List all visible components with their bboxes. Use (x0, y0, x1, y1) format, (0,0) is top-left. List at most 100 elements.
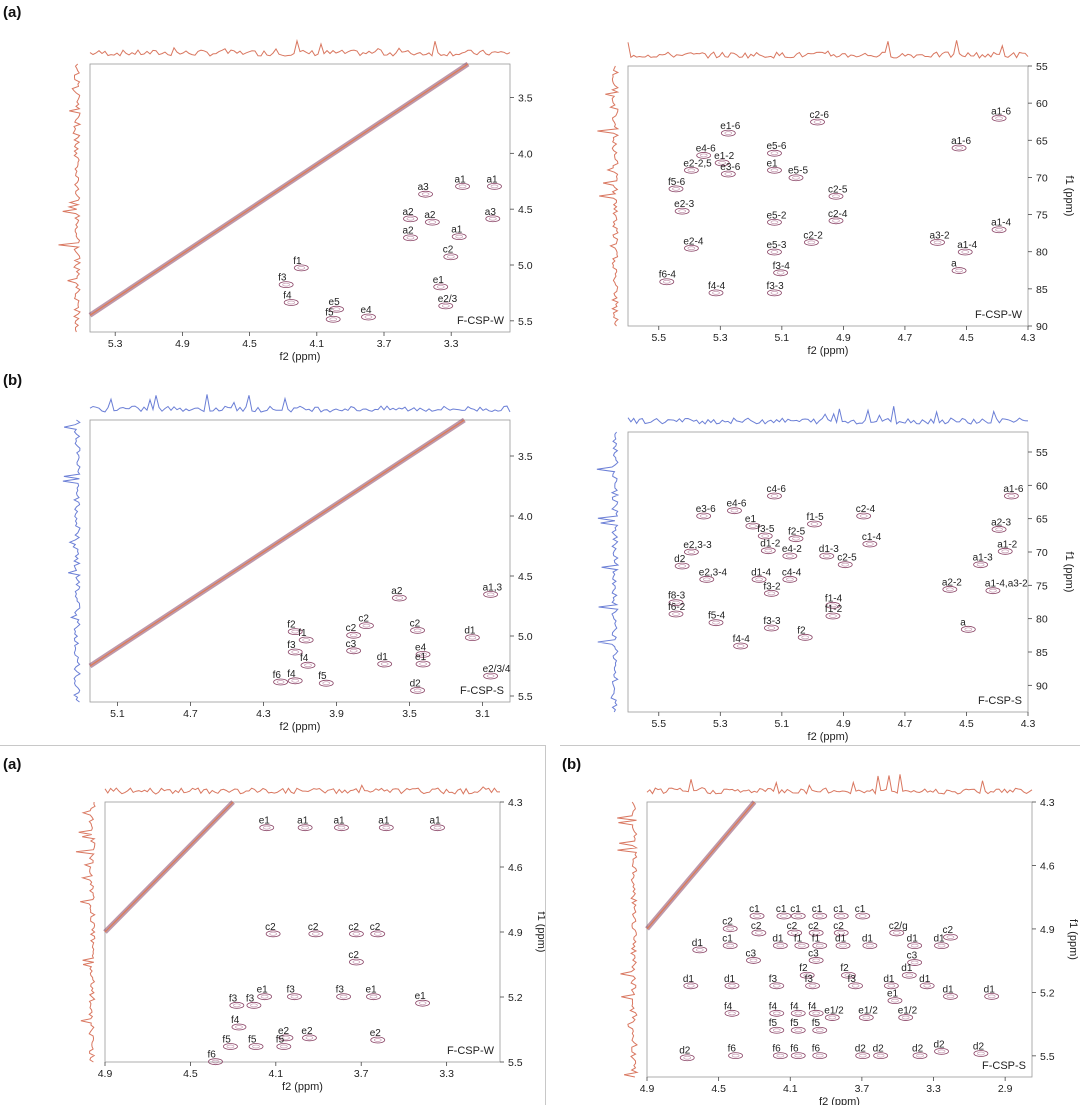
peak-label: a1 (297, 816, 309, 827)
top-projection-trace (646, 774, 1033, 795)
cross-peak-contour (287, 993, 302, 1001)
x-tick-label: 4.5 (242, 338, 257, 350)
cross-peak-contour (785, 577, 794, 582)
x-tick-label: 5.1 (775, 332, 790, 344)
panel-label-b-top: (b) (3, 372, 23, 389)
cross-peak-contour (776, 1053, 785, 1058)
peak-label: a1-6 (991, 106, 1011, 117)
cross-peak-contour (792, 536, 800, 541)
cross-peak-contour (790, 931, 799, 935)
y-tick-label: 5.5 (1040, 1051, 1055, 1063)
panel-label-a-top: (a) (3, 4, 22, 21)
cross-peak-contour (1001, 549, 1010, 554)
x-tick-label: 4.1 (783, 1083, 798, 1095)
cross-peak-contour (767, 591, 776, 596)
cross-peak-contour (769, 1026, 785, 1034)
cross-peak-contour (1007, 494, 1016, 498)
cross-peak-contour (260, 994, 269, 999)
cross-peak-contour (287, 628, 303, 635)
peak-label: e2 (301, 1026, 313, 1037)
peak-label: f3 (805, 974, 814, 985)
cross-peak-contour (892, 931, 901, 935)
cross-peak-contour (308, 930, 324, 938)
cross-peak-contour (708, 619, 724, 627)
peak-label: e2-4 (683, 236, 703, 247)
cross-peak-contour (724, 172, 733, 176)
cross-peak-contour (252, 1044, 260, 1049)
cross-peak-contour (770, 220, 779, 225)
cross-peak-contour (946, 935, 955, 940)
cross-peak-contour (772, 983, 781, 988)
cross-peak-contour (699, 514, 708, 518)
cross-peak-contour (862, 942, 878, 950)
peak-label: e1 (365, 985, 377, 996)
peak-label: e1 (257, 985, 269, 996)
cross-peak-contour (855, 912, 871, 920)
cross-peak-contour (995, 227, 1003, 232)
cross-peak-contour (337, 825, 346, 830)
peak-label: c2-6 (810, 110, 830, 121)
diagonal-line (104, 801, 234, 933)
peak-label: d1 (862, 934, 874, 945)
cross-peak-contour (815, 943, 824, 948)
cross-peak-contour (808, 929, 824, 937)
cross-peak-contour (305, 1035, 314, 1040)
cross-peak-contour (451, 233, 467, 241)
peak-label: e5-2 (766, 210, 786, 221)
peak-label: c2 (751, 921, 762, 932)
y-tick-label: 85 (1036, 647, 1048, 659)
y-tick-label: 55 (1036, 61, 1048, 73)
cross-peak-contour (687, 168, 696, 173)
peak-label: d2 (934, 1039, 946, 1050)
peak-label: c1-4 (862, 532, 882, 543)
cross-peak-contour (248, 1043, 264, 1050)
cross-peak-contour (297, 824, 313, 832)
cross-peak-contour (828, 217, 844, 225)
peak-label: c1 (855, 904, 866, 915)
peak-label: f5 (318, 671, 327, 682)
cross-peak-contour (858, 1014, 874, 1021)
cross-peak-contour (262, 825, 271, 830)
cross-peak-contour (283, 299, 299, 306)
cross-peak-contour (787, 929, 803, 937)
cross-peak-contour (410, 627, 425, 634)
cross-peak-contour (905, 973, 914, 978)
left-projection-trace (75, 801, 96, 1063)
peak-label: f3 (287, 640, 296, 651)
cross-peak-contour (1003, 492, 1019, 500)
peak-label: f6 (728, 1044, 737, 1055)
cross-peak-contour (683, 244, 699, 252)
sample-label: F-CSP-S (978, 695, 1022, 707)
cross-peak-contour (790, 1026, 806, 1034)
peak-label: f1-2 (825, 604, 843, 615)
peak-label: f6-4 (659, 270, 677, 281)
cross-peak-contour (336, 993, 351, 1001)
peak-label: f6 (790, 1044, 799, 1055)
peak-label: e1/2 (858, 1006, 878, 1017)
peak-label: d2 (873, 1044, 885, 1055)
cross-peak-contour (840, 971, 856, 979)
cross-peak-contour (937, 1049, 946, 1054)
x-tick-label: 5.1 (110, 708, 125, 720)
cross-peak-contour (724, 1009, 740, 1017)
cross-peak-contour (788, 535, 804, 543)
cross-peak-contour (455, 234, 464, 239)
cross-peak-contour (485, 215, 501, 223)
peak-label: a1 (430, 816, 442, 827)
cross-peak-contour (855, 1052, 871, 1060)
y-axis-label: f1 (ppm) (1067, 919, 1079, 960)
peak-label: e2 (370, 1028, 382, 1039)
peak-label: f6-2 (668, 602, 686, 613)
cross-peak-contour (730, 508, 739, 513)
cross-peak-contour (712, 620, 720, 625)
peak-label: e2/3/4 (483, 664, 511, 675)
cross-peak-contour (946, 994, 955, 999)
cross-peak-contour (835, 942, 851, 950)
peak-label: a1-6 (1003, 484, 1023, 495)
cross-peak-contour (208, 1058, 223, 1066)
peak-label: e5-6 (766, 141, 786, 152)
cross-peak-contour (720, 129, 736, 137)
cross-peak-contour (901, 1015, 910, 1020)
cross-peak-contour (819, 552, 835, 560)
cross-peak-contour (976, 562, 985, 567)
